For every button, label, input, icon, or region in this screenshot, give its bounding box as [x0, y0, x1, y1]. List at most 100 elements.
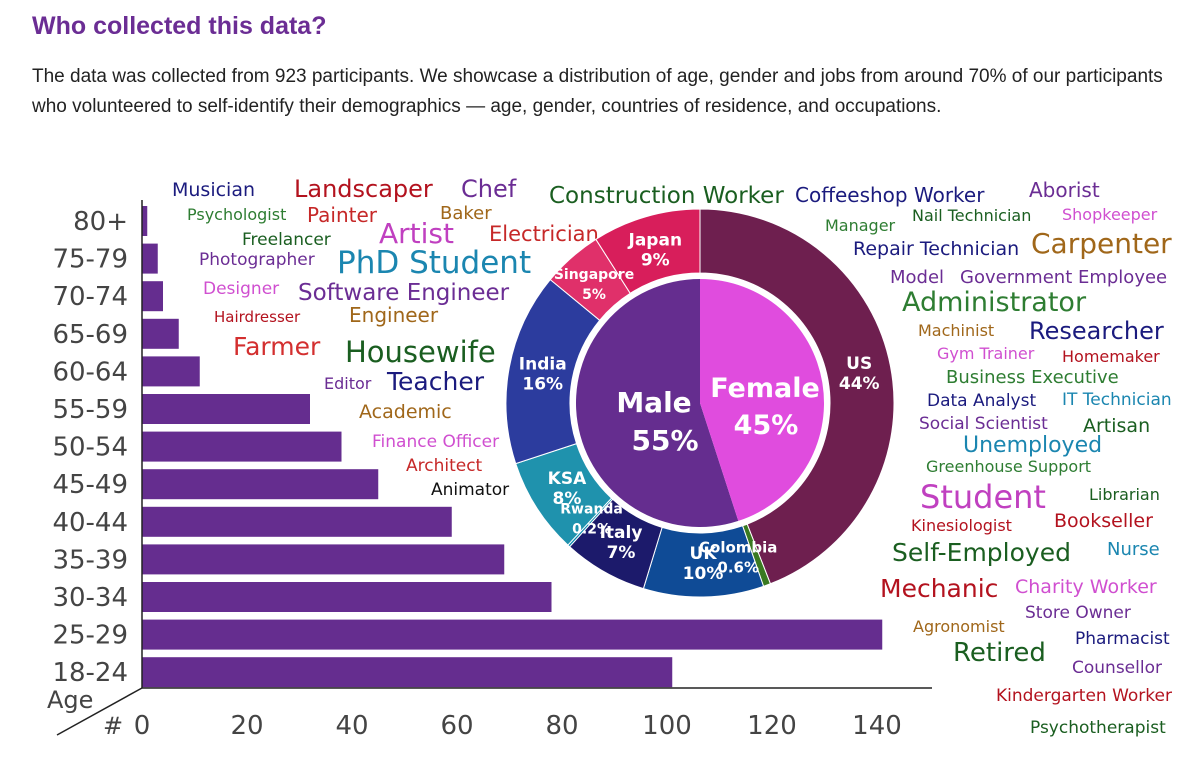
word-business-executive: Business Executive	[946, 367, 1119, 388]
word-electrician: Electrician	[489, 222, 599, 246]
age-tick-label: 75-79	[52, 245, 128, 275]
donut-slice-japan	[595, 208, 701, 295]
word-landscaper: Landscaper	[294, 175, 433, 203]
donut-label-colombia: Colombia	[699, 538, 777, 556]
age-tick-label: 45-49	[52, 470, 128, 500]
word-kindergarten-worker: Kindergarten Worker	[996, 686, 1172, 706]
word-researcher: Researcher	[1029, 317, 1164, 345]
word-animator: Animator	[431, 480, 509, 500]
age-tick-label: 55-59	[52, 395, 128, 425]
word-chef: Chef	[461, 175, 517, 203]
word-greenhouse-support: Greenhouse Support	[926, 457, 1091, 476]
donut-value-japan: 9%	[641, 250, 670, 270]
word-repair-technician: Repair Technician	[853, 238, 1019, 260]
word-counsellor: Counsellor	[1072, 658, 1162, 678]
word-machinist: Machinist	[918, 321, 994, 340]
age-tick-label: 30-34	[52, 583, 128, 613]
word-painter: Painter	[307, 203, 378, 227]
x-axis-label: #	[103, 712, 123, 740]
word-retired: Retired	[953, 638, 1046, 668]
word-homemaker: Homemaker	[1062, 347, 1160, 366]
word-finance-officer: Finance Officer	[372, 432, 499, 452]
word-nurse: Nurse	[1107, 539, 1160, 560]
age-bar-75-79	[142, 243, 158, 274]
pie-slice-male	[576, 279, 739, 527]
x-tick-label: 120	[747, 711, 797, 741]
word-social-scientist: Social Scientist	[919, 414, 1048, 434]
x-tick-label: 20	[230, 711, 263, 741]
word-bookseller: Bookseller	[1054, 510, 1153, 532]
word-agronomist: Agronomist	[913, 617, 1005, 636]
age-tick-label: 50-54	[52, 433, 128, 463]
occupation-wordcloud: Musician Landscaper Chef Construction Worke…	[172, 175, 1172, 738]
pie-label-female: Female	[710, 373, 820, 404]
section-heading: Who collected this data?	[32, 12, 327, 40]
age-tick-label: 70-74	[52, 282, 128, 312]
x-tick-label: 100	[642, 711, 692, 741]
donut-label-singapore: Singapore	[554, 267, 634, 283]
word-librarian: Librarian	[1089, 485, 1160, 504]
word-store-owner: Store Owner	[1025, 603, 1131, 623]
word-model: Model	[890, 267, 944, 288]
donut-value-uk: 10%	[683, 564, 724, 584]
x-tick-label: 60	[440, 711, 473, 741]
word-musician: Musician	[172, 179, 255, 201]
donut-label-japan: Japan	[628, 230, 683, 250]
word-mechanic: Mechanic	[880, 574, 998, 603]
word-artist: Artist	[379, 217, 454, 250]
word-student: Student	[920, 478, 1046, 516]
gender-pie-chart: Male 55% Female 45%	[570, 273, 830, 533]
word-academic: Academic	[359, 401, 452, 423]
donut-value-italy: 7%	[607, 543, 636, 563]
word-software-engineer: Software Engineer	[298, 280, 510, 306]
word-farmer: Farmer	[233, 332, 321, 361]
age-tick-label: 80+	[73, 207, 128, 237]
x-tick-label: 0	[134, 711, 151, 741]
x-tick-label: 40	[335, 711, 368, 741]
y-axis-label: Age	[47, 686, 93, 714]
donut-value-rwanda: 0.2%	[572, 521, 611, 537]
word-photographer: Photographer	[199, 250, 315, 270]
word-kinesiologist: Kinesiologist	[911, 516, 1012, 535]
word-architect: Architect	[406, 456, 483, 476]
word-it-technician: IT Technician	[1062, 390, 1172, 410]
age-bar-60-64	[142, 356, 200, 387]
word-hairdresser: Hairdresser	[214, 308, 301, 326]
word-carpenter: Carpenter	[1031, 227, 1172, 260]
age-bar-18-24	[142, 657, 673, 688]
donut-label-rwanda: Rwanda	[560, 501, 623, 517]
pie-value-male: 55%	[631, 424, 698, 457]
word-gym-trainer: Gym Trainer	[937, 344, 1035, 363]
word-teacher: Teacher	[386, 367, 485, 396]
donut-value-colombia: 0.6%	[717, 558, 759, 576]
word-coffeeshop-worker: Coffeeshop Worker	[795, 183, 985, 207]
word-designer: Designer	[203, 279, 279, 299]
donut-label-us: US	[846, 354, 872, 374]
word-artisan: Artisan	[1083, 415, 1150, 437]
pie-value-female: 45%	[734, 410, 799, 441]
age-bar-65-69	[142, 318, 179, 349]
age-tick-label: 25-29	[52, 621, 128, 651]
age-bar-45-49	[142, 469, 379, 500]
word-data-analyst: Data Analyst	[927, 391, 1036, 411]
age-bar-35-39	[142, 544, 505, 575]
word-psychotherapist: Psychotherapist	[1030, 718, 1166, 738]
word-construction-worker: Construction Worker	[549, 183, 784, 209]
pie-slice-female	[700, 279, 824, 521]
age-bar-80	[142, 206, 148, 236]
word-shopkeeper: Shopkeeper	[1062, 205, 1158, 224]
word-psychologist: Psychologist	[187, 205, 286, 224]
age-tick-label: 35-39	[52, 545, 128, 575]
age-tick-label: 18-24	[52, 658, 128, 688]
x-tick-label: 140	[852, 711, 902, 741]
word-freelancer: Freelancer	[242, 230, 331, 250]
donut-value-india: 16%	[522, 374, 563, 394]
word-engineer: Engineer	[349, 303, 439, 327]
x-tick-label: 80	[545, 711, 578, 741]
word-housewife: Housewife	[345, 335, 496, 369]
word-manager: Manager	[825, 216, 896, 235]
age-bar-40-44	[142, 506, 452, 537]
age-tick-label: 40-44	[52, 508, 128, 538]
